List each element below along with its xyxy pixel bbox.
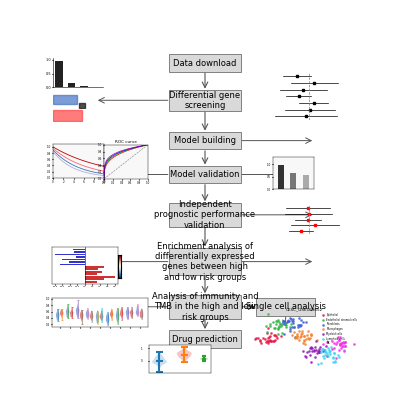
- Text: Model building: Model building: [174, 136, 236, 145]
- Text: Single cell analysis: Single cell analysis: [246, 302, 326, 311]
- FancyBboxPatch shape: [169, 330, 241, 348]
- FancyBboxPatch shape: [169, 203, 241, 227]
- FancyBboxPatch shape: [169, 132, 241, 150]
- Text: Analysis of immunity and
TMB in the high and low
risk groups: Analysis of immunity and TMB in the high…: [152, 292, 258, 322]
- Text: Data download: Data download: [173, 59, 237, 68]
- FancyBboxPatch shape: [169, 295, 241, 319]
- Text: Enrichment analysis of
differentially expressed
genes between high
and low risk : Enrichment analysis of differentially ex…: [155, 241, 255, 282]
- FancyBboxPatch shape: [169, 90, 241, 111]
- Text: Differential gene
screening: Differential gene screening: [170, 91, 240, 110]
- FancyBboxPatch shape: [256, 298, 315, 316]
- FancyBboxPatch shape: [169, 54, 241, 72]
- Text: Independent
prognostic performance
validation: Independent prognostic performance valid…: [154, 200, 256, 230]
- FancyBboxPatch shape: [169, 166, 241, 184]
- Text: Drug prediction: Drug prediction: [172, 334, 238, 344]
- FancyBboxPatch shape: [169, 248, 241, 275]
- Text: Model validation: Model validation: [170, 170, 240, 179]
